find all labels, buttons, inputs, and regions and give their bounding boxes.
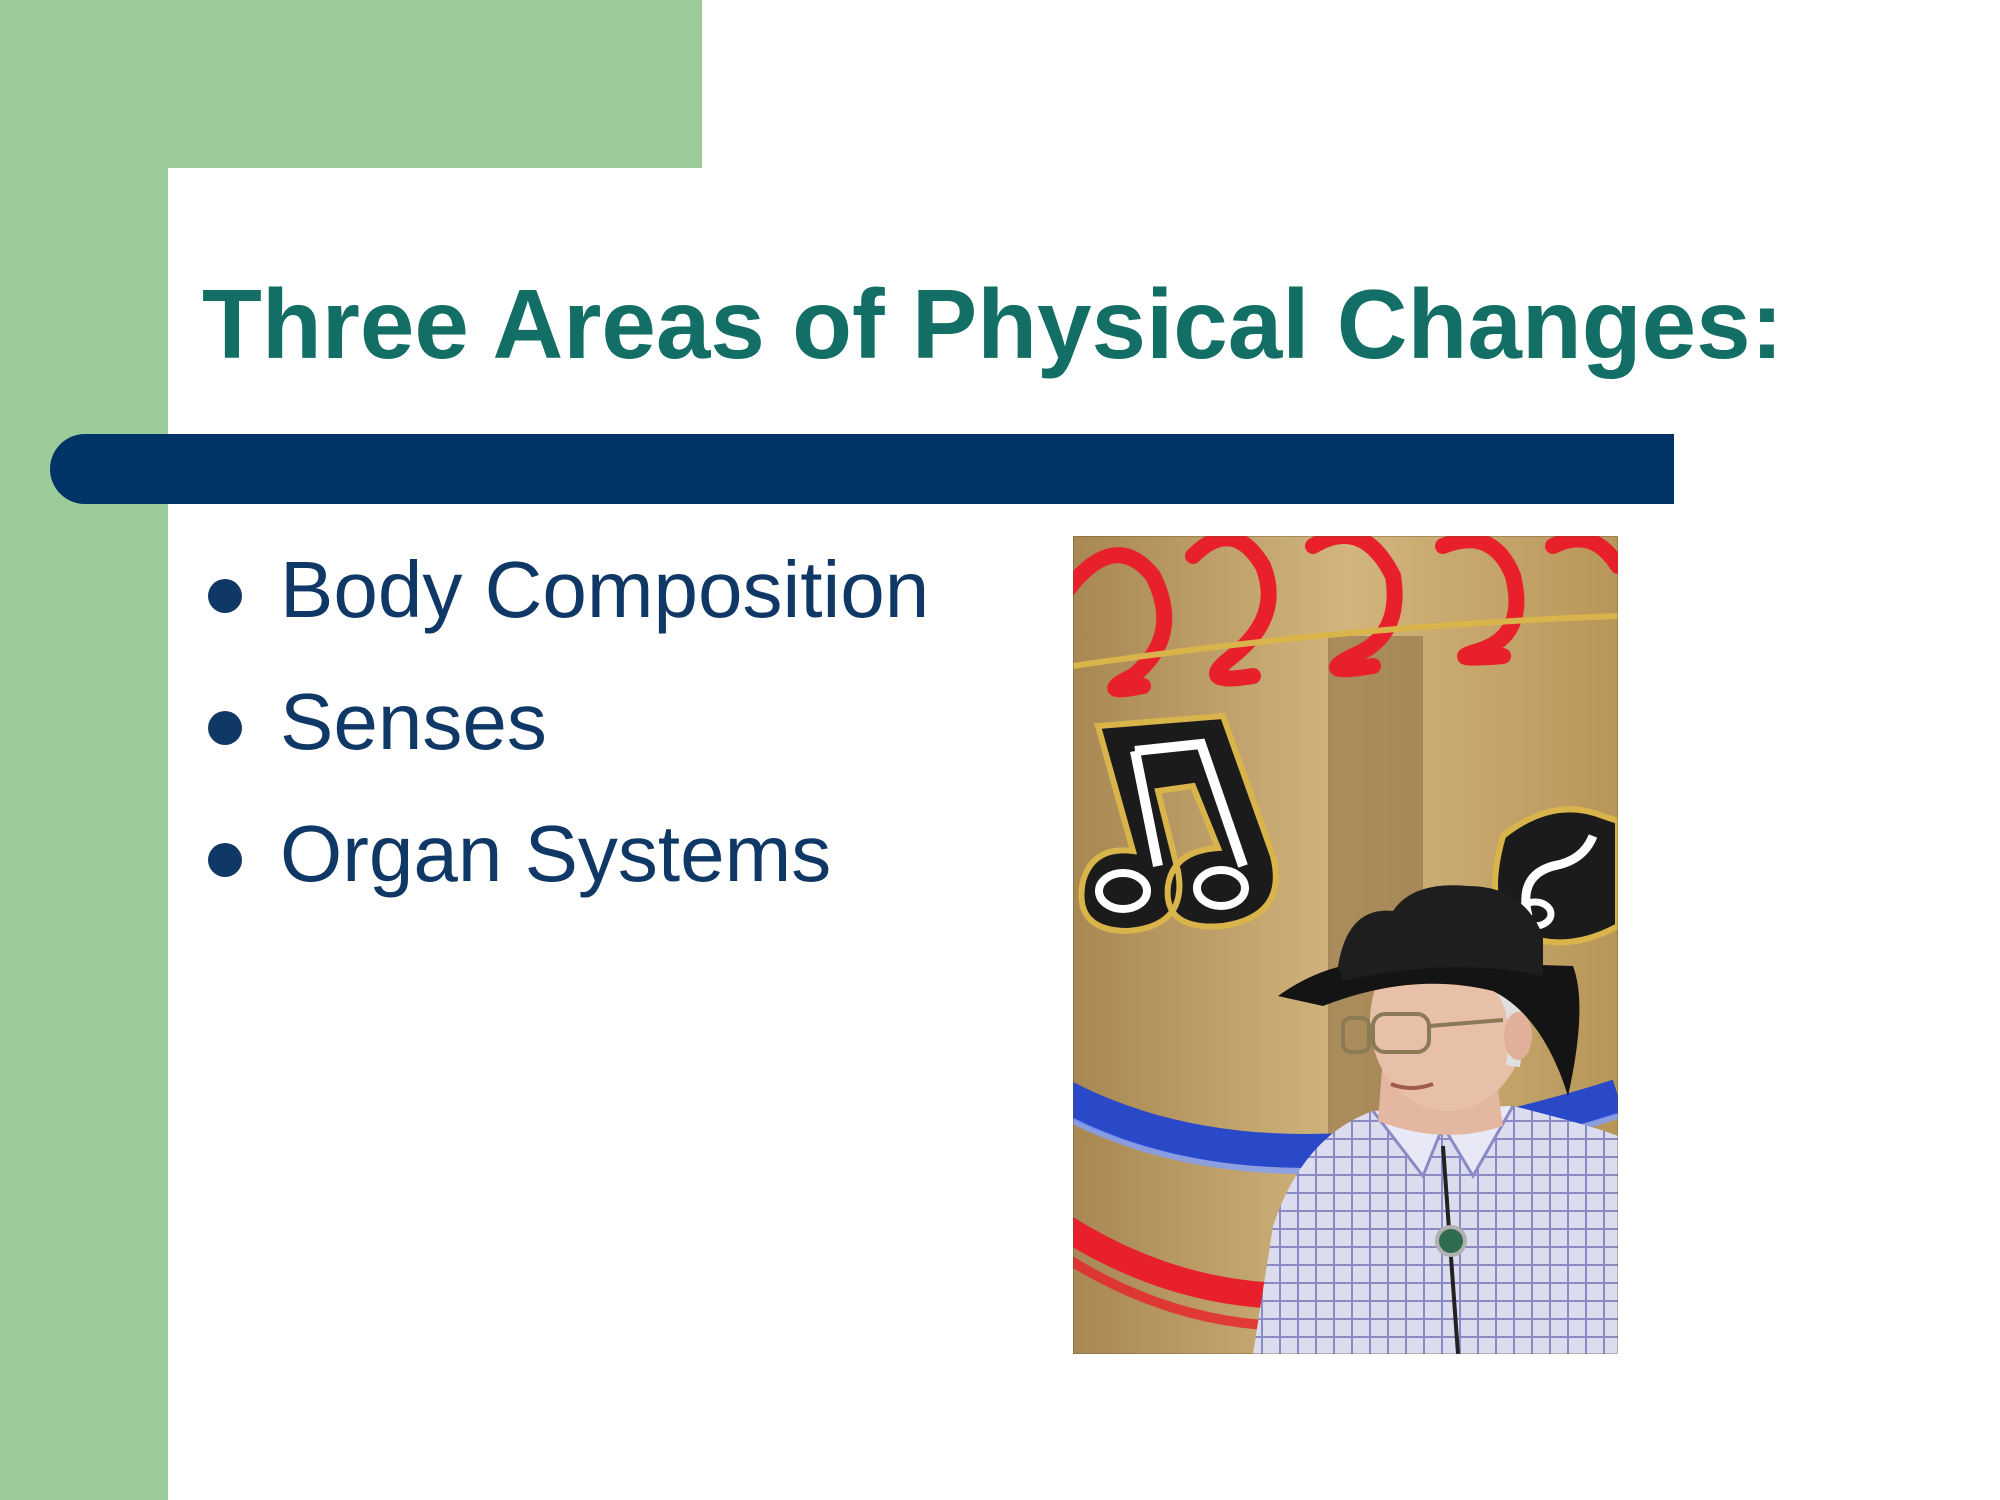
gold-trim (1073, 613, 1618, 669)
cowboy-hat-icon (1278, 885, 1580, 1096)
senior-man-photo (1073, 536, 1618, 1354)
bullet-text: Organ Systems (280, 809, 832, 898)
bullet-dot-icon (208, 711, 242, 745)
left-green-strip (0, 0, 168, 1500)
photo-illustration (1073, 536, 1618, 1354)
title-underline-bar (50, 434, 1674, 504)
bullet-item-body-composition: Body Composition (202, 535, 1042, 645)
bullet-text: Body Composition (280, 545, 930, 634)
bolo-tie-clasp-icon (1435, 1225, 1467, 1257)
slide-title: Three Areas of Physical Changes: (202, 269, 1784, 379)
plaid-shirt (1253, 1106, 1618, 1354)
bullet-item-organ-systems: Organ Systems (202, 799, 1042, 909)
top-green-block (0, 0, 702, 168)
bullet-list: Body Composition Senses Organ Systems (202, 535, 1042, 931)
mouth (1390, 1082, 1434, 1090)
bullet-dot-icon (208, 843, 242, 877)
music-note-icon (1078, 712, 1279, 935)
bullet-text: Senses (280, 677, 547, 766)
glasses-icon (1341, 1012, 1504, 1054)
bullet-dot-icon (208, 579, 242, 613)
ear (1504, 1012, 1532, 1060)
bullet-item-senses: Senses (202, 667, 1042, 777)
